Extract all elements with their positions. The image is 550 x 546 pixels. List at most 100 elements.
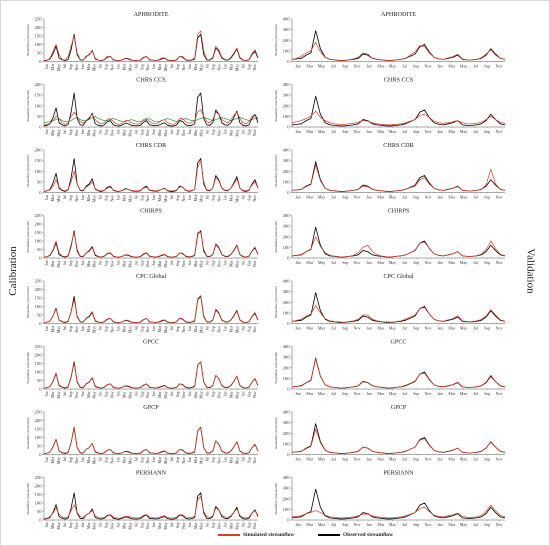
cal-1-x-tick-label: Mar [229, 63, 233, 70]
cal-2-x-tick-label: May [235, 129, 239, 136]
val-1-x-tick-label: Jan [295, 64, 300, 69]
val-8-x-tick-label: Jan [295, 522, 300, 527]
cal-6-x-tick-label: Nov [182, 391, 186, 398]
val-1-y-tick-label: 100 [283, 48, 291, 53]
val-7-x-tick-label: Nov [354, 457, 361, 462]
val-4-y-tick-label: 300 [283, 224, 291, 229]
cal-4-x-tick-label: Jan [81, 260, 85, 265]
cal-1-y-tick-label: 250 [35, 17, 43, 22]
validation-panel-3: CHRS CDR Streamflow (mm/month) 0 100 200 300 4… [274, 142, 506, 200]
cal-5-x-tick-label: Jul [63, 326, 67, 330]
val-2-x-tick-label: Nov [425, 129, 432, 134]
val-7-x-tick-label: Jul [402, 457, 408, 462]
val-6-x-tick-label: Jan [295, 391, 300, 396]
cal-2-x-tick-label: Jan [188, 129, 192, 134]
cal-3-x-tick-label: Jan [117, 195, 121, 200]
cal-2-x-tick-label: Sep [212, 129, 216, 135]
val-2-x-tick-label: Sep [342, 129, 348, 134]
cal-6-y-tick-label: 0 [39, 387, 42, 392]
val-1-x-tick-label: Sep [413, 64, 419, 69]
calibration-panel-7: GPCP Streamflow (mm/month) 0 50 100 150 200 250… [26, 404, 259, 464]
cal-8-x-tick-label: Mar [194, 522, 198, 529]
cal-2-x-tick-label: Mar [229, 129, 233, 136]
val-4-y-label: Streamflow (mm/month) [274, 221, 278, 253]
val-2-x-tick-label: Jan [295, 129, 300, 134]
val-5-x-tick-label: May [389, 326, 396, 331]
val-7-x-tick-label: Jul [331, 457, 337, 462]
validation-panel-2: CHRS CCS Streamflow (mm/month) 0 100 200 300 4… [274, 77, 506, 134]
cal-1-x-tick-label: May [200, 64, 204, 71]
cal-8-x-tick-label: Jul [241, 523, 245, 527]
cal-6-y-tick-label: 200 [35, 353, 43, 358]
cal-2-x-tick-label: May [164, 129, 168, 136]
cal-1-y-label: Streamflow (mm/month) [26, 24, 30, 56]
cal-2-x-tick-label: Sep [105, 129, 109, 135]
val-3-x-tick-label: Jul [331, 195, 337, 200]
cal-1-y-tick-label: 0 [39, 59, 42, 64]
cal-2-x-tick-label: May [93, 129, 97, 136]
val-4-x-tick-label: Sep [413, 260, 419, 265]
cal-1-x-tick-label: Jan [45, 64, 49, 69]
cal-8-x-tick-label: Nov [182, 522, 186, 529]
val-1-x-tick-label: Sep [342, 64, 348, 69]
cal-5-y-tick-label: 0 [39, 321, 42, 326]
val-7-x-tick-label: Nov [496, 457, 503, 462]
cal-3-x-tick-label: Jul [206, 195, 210, 199]
val-3-x-tick-label: Nov [496, 195, 503, 200]
cal-4-x-tick-label: Sep [69, 260, 73, 266]
cal-3-x-tick-label: Nov [182, 195, 186, 202]
cal-8-x-tick-label: May [128, 522, 132, 529]
cal-3-x-tick-label: Nov [253, 195, 257, 202]
val-7-x-tick-label: Sep [413, 457, 419, 462]
cal-7-x-tick-label: Mar [87, 456, 91, 463]
cal-7-x-tick-label: May [93, 457, 97, 464]
cal-1-x-tick-label: Jul [63, 64, 67, 68]
cal-4-x-tick-label: Sep [140, 260, 144, 266]
cal-1-y-tick-label: 150 [35, 34, 43, 39]
val-6-y-tick-label: 200 [283, 365, 291, 370]
cal-5-x-tick-label: Jan [188, 326, 192, 331]
cal-1-x-tick-label: Jul [241, 64, 245, 68]
cal-5-x-tick-label: Nov [182, 326, 186, 333]
val-3-simulated-line [291, 164, 506, 192]
val-4-x-tick-label: May [389, 260, 396, 265]
val-3-y-label: Streamflow (mm/month) [274, 155, 278, 187]
cal-2-x-tick-label: Sep [69, 129, 73, 135]
cal-7-x-tick-label: Jan [152, 457, 156, 462]
cal-2-x-tick-label: Jan [152, 129, 156, 134]
cal-6-x-tick-label: Mar [194, 391, 198, 398]
cal-1-x-tick-label: Nov [111, 64, 115, 71]
cal-8-x-tick-label: Jul [63, 523, 67, 527]
calibration-panel-1: APHRODITE Streamflow (mm/month) 0 50 100 150 2… [26, 11, 259, 71]
val-5-x-tick-label: Sep [342, 326, 348, 331]
val-4-x-tick-label: Nov [425, 260, 432, 265]
cal-4-x-tick-label: Mar [194, 260, 198, 267]
cal-8-x-tick-label: Mar [229, 522, 233, 529]
cal-8-x-tick-label: May [93, 522, 97, 529]
val-2-observed-line [291, 95, 506, 127]
cal-6-x-tick-label: May [57, 391, 61, 398]
cal-3-y-tick-label: 200 [35, 148, 43, 153]
cal-7-x-tick-label: Sep [105, 457, 109, 463]
val-3-x-tick-label: May [389, 195, 396, 200]
legend-simulated-swatch [218, 534, 240, 536]
cal-4-x-tick-label: May [200, 260, 204, 267]
cal-6-x-tick-label: Jul [241, 392, 245, 396]
cal-8-y-tick-label: 200 [35, 484, 43, 489]
val-6-x-tick-label: Mar [306, 391, 313, 396]
cal-7-x-tick-label: Jul [241, 457, 245, 461]
cal-7-x-tick-label: Jul [63, 457, 67, 461]
val-5-x-tick-label: Jul [402, 326, 408, 331]
cal-2-x-tick-label: Jul [241, 130, 245, 134]
cal-3-x-tick-label: Jul [99, 195, 103, 199]
val-8-x-tick-label: Jul [331, 522, 337, 527]
cal-8-x-tick-label: May [57, 522, 61, 529]
val-6-x-tick-label: Mar [377, 391, 384, 396]
cal-7-x-tick-label: May [57, 457, 61, 464]
cal-8-y-label: Streamflow (mm/month) [26, 483, 30, 515]
cal-8-y-tick-label: 0 [39, 518, 42, 523]
cal-8-x-tick-label: Sep [212, 522, 216, 528]
cal-3-x-tick-label: Nov [75, 195, 79, 202]
cal-5-x-tick-label: Mar [51, 325, 55, 332]
